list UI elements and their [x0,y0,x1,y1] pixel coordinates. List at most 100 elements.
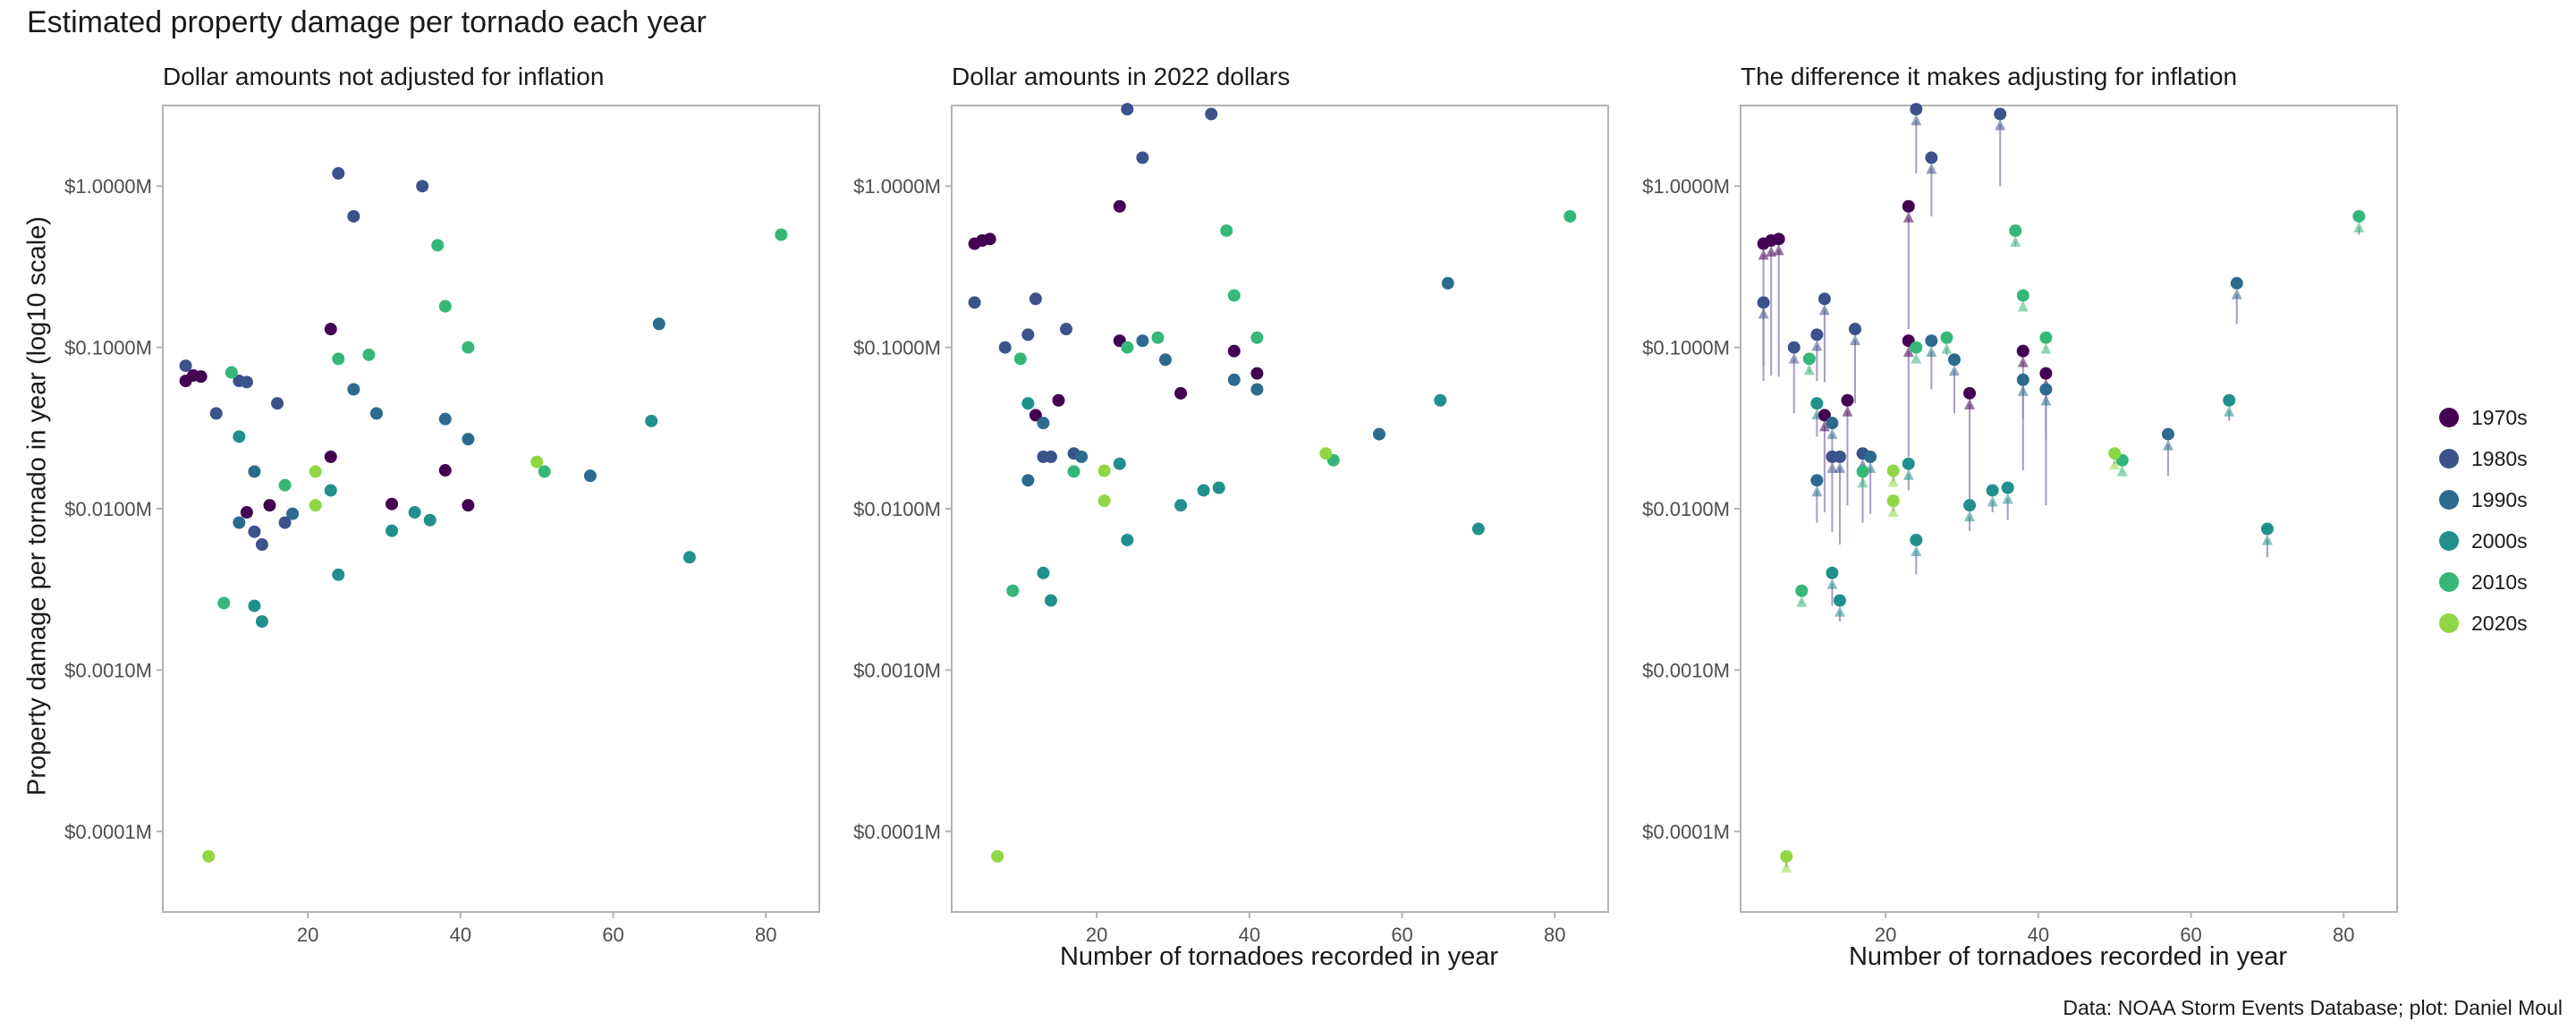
data-point-2000s [1121,533,1134,546]
legend: 1970s 1980s 1990s 2000s 2010s 2020s [2437,397,2528,644]
inflation-arrow-head [1995,119,2006,131]
data-point-1980s [1029,292,1042,306]
inflation-arrow-head [1766,246,1777,258]
x-tick-label: 80 [1544,924,1565,946]
data-point-2000s [1910,533,1923,546]
data-point-2010s [538,465,551,478]
data-point-2000s [1833,594,1846,607]
data-point-2000s [1902,457,1915,470]
inflation-arrow-head [1811,485,1823,497]
y-tick-label: $0.0010M [64,659,152,681]
data-point-2020s [309,465,322,478]
x-tick-label: 20 [1086,924,1107,946]
data-point-1990s [1810,474,1824,487]
inflation-arrow-head [1758,308,1769,319]
data-point-1970s [1772,232,1785,246]
data-point-1990s [2161,427,2174,441]
data-point-1970s [324,450,337,463]
legend-label: 1970s [2471,405,2528,429]
data-point-1980s [1833,450,1846,463]
data-point-1970s [1113,199,1126,213]
inflation-arrow-head [2040,394,2052,406]
y-tick-label: $1.0000M [853,175,941,198]
legend-label: 1980s [2471,446,2528,470]
inflation-arrow-head [1964,398,1976,409]
x-tick-label: 60 [2180,924,2201,946]
data-point-1990s [1075,450,1089,463]
data-point-1990s [286,507,300,520]
inflation-arrow-head [2261,534,2273,545]
inflation-arrow-head [2010,235,2021,247]
data-point-1980s [179,359,192,373]
data-point-1990s [1021,474,1035,487]
data-point-2020s [309,499,322,512]
data-point-1970s [1029,409,1042,422]
data-point-2010s [2016,289,2029,302]
data-point-2000s [332,568,345,581]
data-point-2020s [991,849,1004,863]
inflation-arrow-head [1826,578,1838,589]
data-point-2000s [1212,481,1225,494]
inflation-arrow-head [1834,461,1845,473]
data-point-1990s [1250,383,1264,396]
data-point-1990s [1037,417,1050,430]
legend-item-1990s: 1990s [2437,479,2528,520]
data-point-2000s [248,599,261,612]
legend-label: 1990s [2471,487,2528,511]
y-tick-label: $0.0001M [64,821,152,843]
data-point-2010s [2352,209,2366,223]
data-point-2010s [1856,465,1869,478]
data-point-2010s [2009,224,2022,237]
x-tick-label: 80 [2333,924,2354,946]
x-axis-label-panel-2: Number of tornadoes recorded in year [1059,942,1499,971]
inflation-arrow-head [1902,346,1914,358]
data-point-2010s [1006,584,1020,597]
data-point-1970s [263,499,276,512]
data-point-1970s [194,370,208,384]
x-tick-label: 60 [1391,924,1412,946]
x-tick-label: 40 [2028,924,2049,946]
data-point-2000s [423,513,436,527]
data-point-2010s [438,300,452,313]
inflation-arrow-head [1781,861,1792,873]
data-point-2000s [1471,522,1485,536]
y-tick-label: $0.1000M [64,337,152,359]
inflation-arrow-head [1818,304,1830,316]
data-point-2000s [1197,484,1210,497]
data-point-1990s [1864,450,1877,463]
data-point-1980s [1810,328,1824,342]
data-point-1980s [1136,151,1149,165]
data-point-2000s [2223,393,2236,407]
data-point-1980s [1757,296,1770,309]
inflation-arrow-head [1887,476,1899,487]
data-point-1990s [1158,353,1172,367]
data-point-2020s [2108,447,2122,460]
data-point-1990s [438,412,452,426]
x-axis-label-panel-3: Number of tornadoes recorded in year [1848,942,2288,971]
data-point-1970s [1174,386,1188,400]
data-point-1970s [1227,344,1241,358]
inflation-arrow-head [1826,428,1838,440]
inflation-arrow-head [1926,163,1937,174]
data-point-2010s [1802,352,1816,366]
y-tick-label: $0.0100M [1642,498,1730,520]
data-point-2010s [1067,465,1080,478]
data-point-1990s [2016,373,2029,386]
data-point-2010s [2039,331,2053,344]
data-point-1970s [1963,386,1977,400]
data-point-2000s [2260,522,2274,536]
data-point-2010s [332,352,345,366]
data-point-1980s [998,341,1012,354]
data-point-1990s [248,465,261,478]
inflation-arrow-head [1834,605,1845,617]
inflation-arrow-head [1850,334,1861,346]
data-point-2010s [1121,341,1134,354]
data-point-2020s [1097,494,1111,508]
y-tick-label: $0.1000M [1642,337,1730,359]
data-point-1970s [240,506,253,519]
inflation-arrow-head [1911,352,1922,364]
data-point-1970s [983,232,996,246]
data-point-2010s [1563,209,1577,223]
data-point-1980s [332,166,345,180]
data-point-2010s [1227,289,1241,302]
